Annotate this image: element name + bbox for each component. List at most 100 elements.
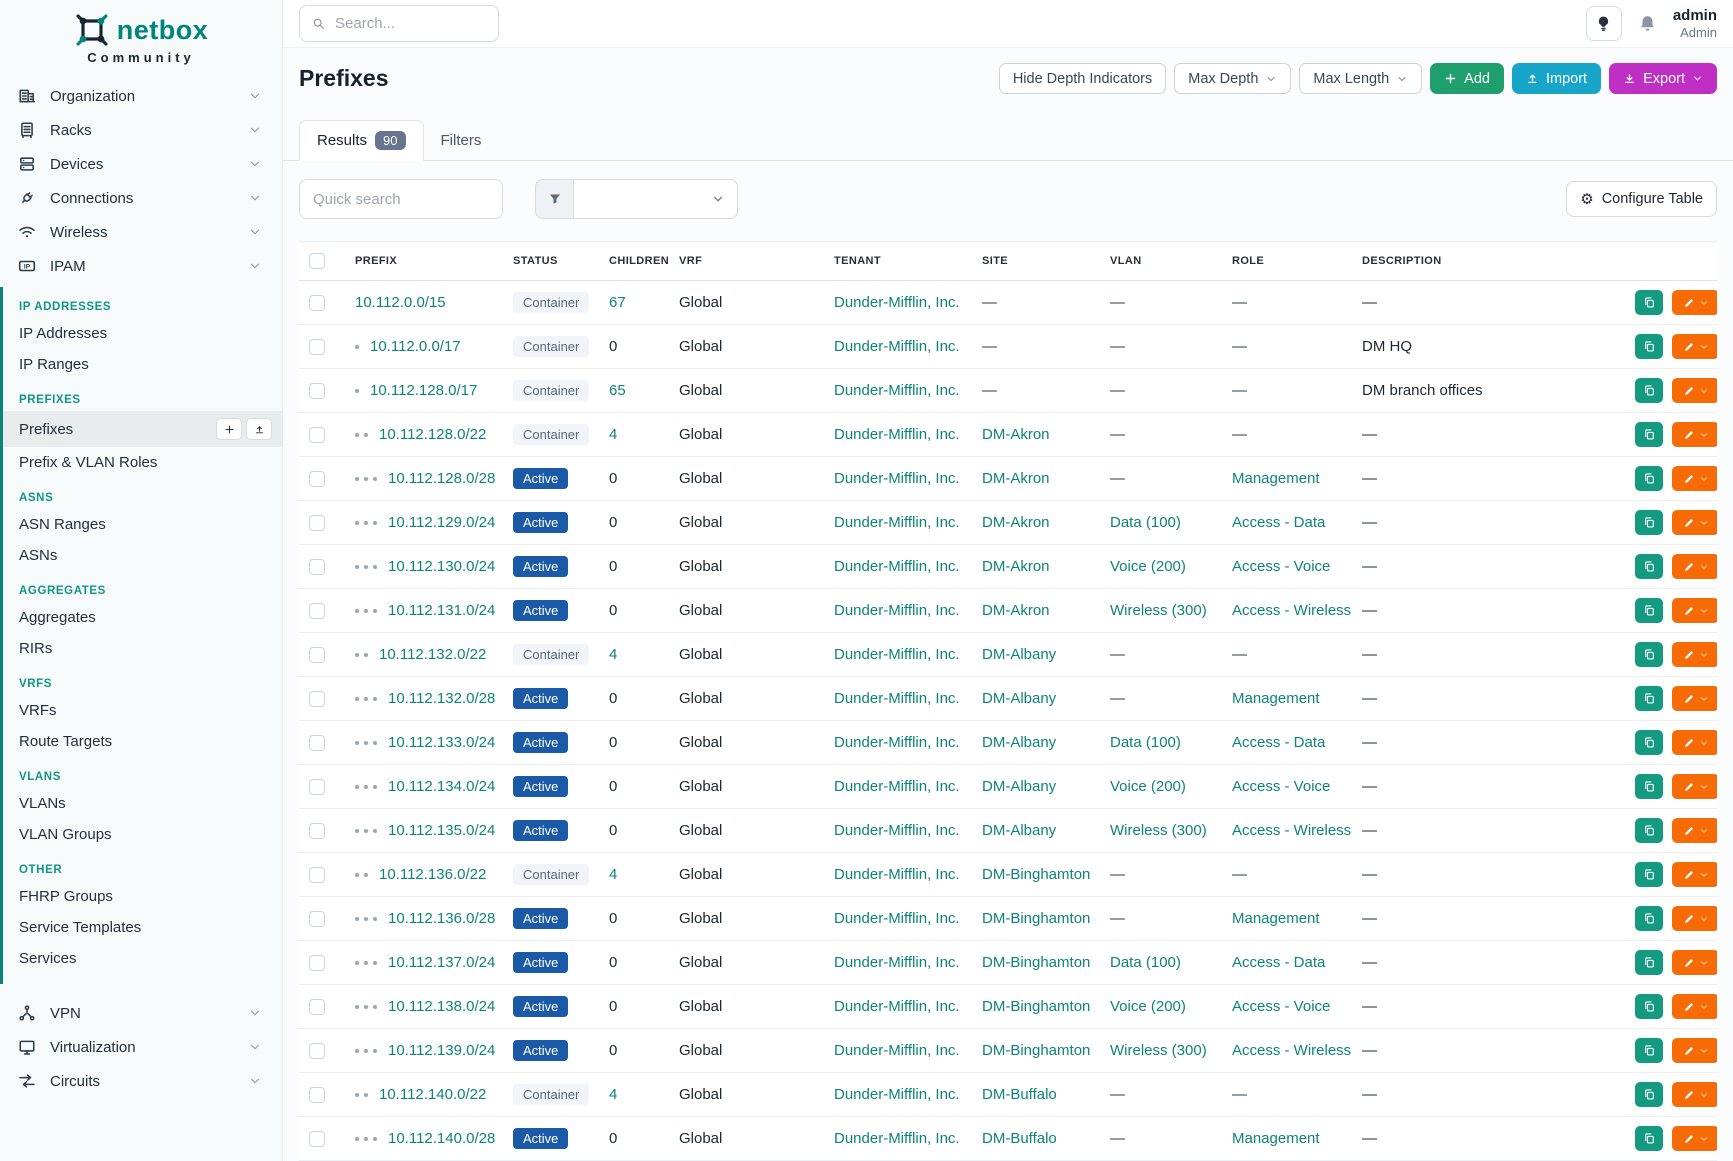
- site-link[interactable]: DM-Binghamton: [982, 910, 1091, 927]
- prefix-link[interactable]: 10.112.136.0/22: [379, 866, 487, 883]
- role-link[interactable]: Access - Wireless: [1232, 822, 1352, 839]
- column-header-tenant[interactable]: TENANT: [824, 241, 972, 281]
- role-link[interactable]: Management: [1232, 690, 1320, 707]
- copy-button[interactable]: [1635, 686, 1663, 711]
- tenant-link[interactable]: Dunder-Mifflin, Inc.: [834, 734, 960, 751]
- edit-button[interactable]: [1672, 334, 1717, 359]
- sidebar-item-organization[interactable]: Organization: [0, 79, 282, 113]
- tenant-link[interactable]: Dunder-Mifflin, Inc.: [834, 470, 960, 487]
- export-button[interactable]: Export: [1609, 63, 1717, 94]
- edit-button[interactable]: [1672, 906, 1717, 931]
- row-checkbox[interactable]: [309, 735, 325, 752]
- column-header-site[interactable]: SITE: [972, 241, 1100, 281]
- import-button[interactable]: Import: [1511, 63, 1602, 94]
- row-checkbox[interactable]: [309, 955, 325, 972]
- quick-add-button[interactable]: [216, 418, 242, 440]
- edit-button[interactable]: [1672, 862, 1717, 887]
- edit-button[interactable]: [1672, 554, 1717, 579]
- row-checkbox[interactable]: [309, 1087, 325, 1104]
- notification-bell-icon[interactable]: [1638, 14, 1657, 33]
- site-link[interactable]: DM-Akron: [982, 602, 1050, 619]
- tenant-link[interactable]: Dunder-Mifflin, Inc.: [834, 426, 960, 443]
- copy-button[interactable]: [1635, 422, 1663, 447]
- prefix-link[interactable]: 10.112.140.0/22: [379, 1086, 487, 1103]
- prefix-link[interactable]: 10.112.128.0/28: [388, 470, 496, 487]
- row-checkbox[interactable]: [309, 603, 325, 620]
- copy-button[interactable]: [1635, 774, 1663, 799]
- max-depth-button[interactable]: Max Depth: [1174, 63, 1292, 94]
- site-link[interactable]: DM-Buffalo: [982, 1086, 1057, 1103]
- role-link[interactable]: Access - Data: [1232, 514, 1326, 531]
- prefix-link[interactable]: 10.112.0.0/17: [370, 338, 461, 355]
- sidebar-item-ip-addresses[interactable]: IP Addresses: [3, 318, 282, 349]
- site-link[interactable]: DM-Albany: [982, 778, 1057, 795]
- sidebar-item-rirs[interactable]: RIRs: [3, 633, 282, 664]
- prefix-link[interactable]: 10.112.129.0/24: [388, 514, 496, 531]
- quick-search-input[interactable]: [299, 179, 503, 219]
- site-link[interactable]: DM-Albany: [982, 646, 1057, 663]
- vlan-link[interactable]: Data (100): [1110, 734, 1181, 751]
- tenant-link[interactable]: Dunder-Mifflin, Inc.: [834, 514, 960, 531]
- copy-button[interactable]: [1635, 730, 1663, 755]
- prefix-link[interactable]: 10.112.137.0/24: [388, 954, 496, 971]
- vlan-link[interactable]: Wireless (300): [1110, 1042, 1207, 1059]
- tenant-link[interactable]: Dunder-Mifflin, Inc.: [834, 558, 960, 575]
- sidebar-item-vlan-groups[interactable]: VLAN Groups: [3, 819, 282, 850]
- edit-button[interactable]: [1672, 994, 1717, 1019]
- sidebar-item-ip-ranges[interactable]: IP Ranges: [3, 349, 282, 380]
- edit-button[interactable]: [1672, 774, 1717, 799]
- sidebar-item-connections[interactable]: Connections: [0, 181, 282, 215]
- role-link[interactable]: Access - Data: [1232, 734, 1326, 751]
- quick-import-button[interactable]: [246, 418, 272, 440]
- column-header-vrf[interactable]: VRF: [669, 241, 824, 281]
- vlan-link[interactable]: Data (100): [1110, 954, 1181, 971]
- column-header-status[interactable]: STATUS: [503, 241, 599, 281]
- column-header-description[interactable]: DESCRIPTION: [1352, 241, 1625, 281]
- copy-button[interactable]: [1635, 906, 1663, 931]
- site-link[interactable]: DM-Albany: [982, 822, 1057, 839]
- sidebar-item-ipam[interactable]: IP IPAM: [0, 249, 282, 283]
- site-link[interactable]: DM-Akron: [982, 558, 1050, 575]
- tenant-link[interactable]: Dunder-Mifflin, Inc.: [834, 778, 960, 795]
- children-count-link[interactable]: 4: [609, 646, 618, 663]
- vlan-link[interactable]: Voice (200): [1110, 998, 1186, 1015]
- prefix-link[interactable]: 10.112.132.0/22: [379, 646, 487, 663]
- tenant-link[interactable]: Dunder-Mifflin, Inc.: [834, 690, 960, 707]
- row-checkbox[interactable]: [309, 1131, 325, 1148]
- site-link[interactable]: DM-Akron: [982, 426, 1050, 443]
- sidebar-item-virtualization[interactable]: Virtualization: [0, 1030, 282, 1064]
- prefix-link[interactable]: 10.112.133.0/24: [388, 734, 496, 751]
- copy-button[interactable]: [1635, 510, 1663, 535]
- tenant-link[interactable]: Dunder-Mifflin, Inc.: [834, 998, 960, 1015]
- tenant-link[interactable]: Dunder-Mifflin, Inc.: [834, 382, 960, 399]
- row-checkbox[interactable]: [309, 999, 325, 1016]
- role-link[interactable]: Management: [1232, 1130, 1320, 1147]
- tenant-link[interactable]: Dunder-Mifflin, Inc.: [834, 1130, 960, 1147]
- sidebar-item-circuits[interactable]: Circuits: [0, 1064, 282, 1098]
- sidebar-item-wireless[interactable]: Wireless: [0, 215, 282, 249]
- vlan-link[interactable]: Wireless (300): [1110, 822, 1207, 839]
- row-checkbox[interactable]: [309, 383, 325, 400]
- copy-button[interactable]: [1635, 378, 1663, 403]
- sidebar-item-route-targets[interactable]: Route Targets: [3, 726, 282, 757]
- site-link[interactable]: DM-Akron: [982, 514, 1050, 531]
- max-length-button[interactable]: Max Length: [1299, 63, 1423, 94]
- column-header-prefix[interactable]: PREFIX: [345, 241, 503, 281]
- prefix-link[interactable]: 10.112.130.0/24: [388, 558, 496, 575]
- copy-button[interactable]: [1635, 642, 1663, 667]
- sidebar-item-vpn[interactable]: VPN: [0, 996, 282, 1030]
- row-checkbox[interactable]: [309, 779, 325, 796]
- tenant-link[interactable]: Dunder-Mifflin, Inc.: [834, 1086, 960, 1103]
- tenant-link[interactable]: Dunder-Mifflin, Inc.: [834, 338, 960, 355]
- edit-button[interactable]: [1672, 290, 1717, 315]
- edit-button[interactable]: [1672, 730, 1717, 755]
- site-link[interactable]: DM-Binghamton: [982, 866, 1091, 883]
- tenant-link[interactable]: Dunder-Mifflin, Inc.: [834, 866, 960, 883]
- row-checkbox[interactable]: [309, 559, 325, 576]
- site-link[interactable]: DM-Akron: [982, 470, 1050, 487]
- vlan-link[interactable]: Wireless (300): [1110, 602, 1207, 619]
- vlan-link[interactable]: Voice (200): [1110, 558, 1186, 575]
- edit-button[interactable]: [1672, 1126, 1717, 1151]
- sidebar-item-asn-ranges[interactable]: ASN Ranges: [3, 509, 282, 540]
- sidebar-item-vlans[interactable]: VLANs: [3, 788, 282, 819]
